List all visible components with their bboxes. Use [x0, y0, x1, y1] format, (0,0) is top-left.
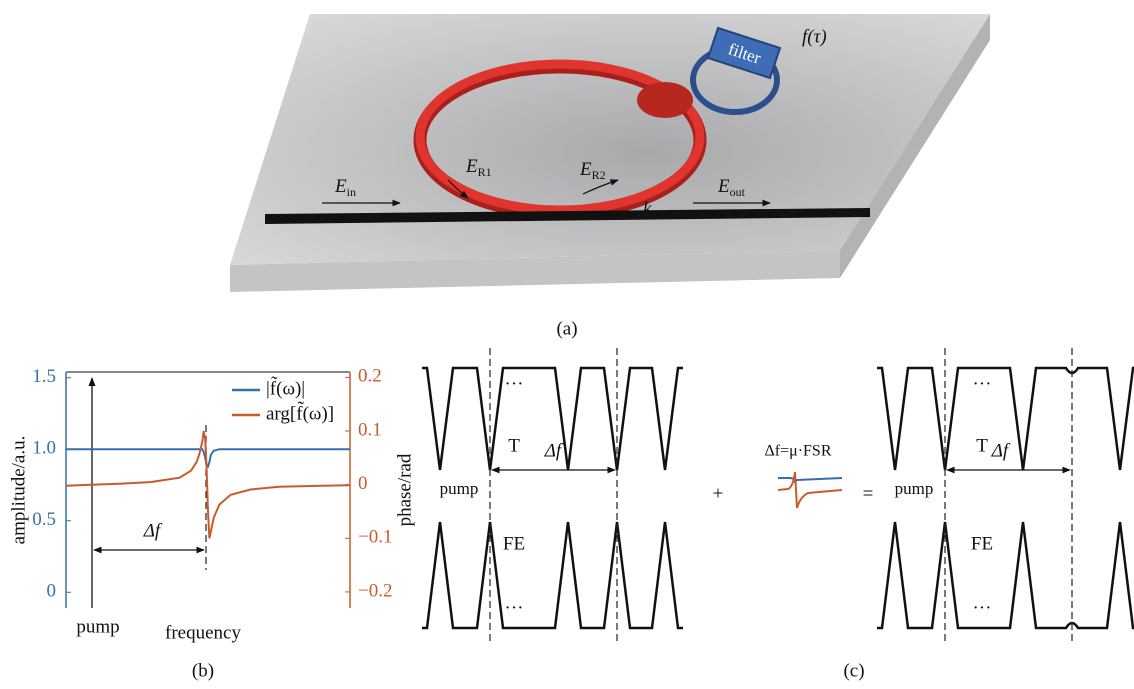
ellipsis: … — [973, 368, 992, 389]
panel-label: (c) — [843, 660, 864, 681]
annotation: pump — [440, 479, 479, 498]
y-tick-label: 0.5 — [32, 509, 56, 530]
ellipsis: … — [973, 592, 992, 613]
tspan: R1 — [478, 165, 492, 179]
waveform-label: FE — [503, 533, 525, 554]
y2-tick-label: −0.2 — [358, 580, 392, 601]
filter-function: f(τ) — [802, 26, 827, 47]
tspan: E — [579, 159, 592, 180]
operator: = — [863, 483, 874, 504]
annotation: Δf — [143, 520, 163, 541]
inset-amplitude — [778, 478, 842, 482]
series-line — [66, 431, 350, 538]
waveform-label: T — [508, 435, 520, 456]
tspan: E — [465, 156, 478, 177]
figure: filter f(τ) Ein ER1 ER2 Eout k (a) 0 0.5 1… — [0, 0, 1134, 689]
y-tick-label: 1.5 — [32, 366, 56, 387]
tspan: E — [334, 176, 347, 197]
series-line — [66, 449, 350, 466]
waveform-bottom — [877, 522, 1134, 628]
coupling-label: k — [643, 198, 652, 219]
device: filter f(τ) Ein ER1 ER2 Eout k (a) — [230, 14, 990, 339]
inset — [778, 472, 842, 508]
operator: + — [713, 483, 724, 504]
tspan: E — [717, 176, 730, 197]
legend-label: arg[f̃(ω)] — [266, 401, 334, 425]
inset-label: Δf=μ·FSR — [764, 443, 831, 460]
waveforms-b: … T FE … pump Δf — [422, 348, 683, 645]
annotation: Δf — [991, 440, 1011, 461]
y-axis-label: amplitude/a.u. — [8, 436, 29, 545]
tspan: in — [347, 185, 356, 199]
legend-label: |f̃(ω)| — [266, 376, 305, 400]
panel-label: (b) — [192, 660, 214, 681]
tspan: R2 — [592, 168, 606, 182]
y2-tick-label: 0 — [358, 473, 368, 494]
slab-top — [230, 14, 990, 265]
ellipsis: … — [505, 592, 524, 613]
annotation: Δf — [544, 440, 564, 461]
waveform-bottom — [422, 522, 683, 628]
coupler — [637, 82, 693, 118]
y2-tick-label: −0.1 — [358, 527, 392, 548]
tspan: out — [730, 185, 746, 199]
annotation: pump — [76, 616, 119, 637]
chart-b: 0 0.5 1.0 1.5 −0.2 −0.1 0 0.1 0.2 |f̃(ω)|arg[f̃(ω… — [32, 366, 392, 608]
y2-tick-label: 0.2 — [358, 366, 382, 387]
waveforms-c: … T FE … pump Δf (c) — [843, 348, 1134, 681]
x-axis-label: frequency — [165, 622, 241, 643]
panel-label: (a) — [556, 318, 577, 339]
y2-tick-label: 0.1 — [358, 419, 382, 440]
waveform-label: FE — [971, 533, 993, 554]
waveform-label: T — [976, 435, 988, 456]
y-tick-label: 0 — [47, 581, 57, 602]
annotation: pump — [895, 479, 934, 498]
y-tick-label: 1.0 — [32, 438, 56, 459]
y-axis-label: phase/rad — [394, 453, 415, 526]
ellipsis: … — [505, 368, 524, 389]
